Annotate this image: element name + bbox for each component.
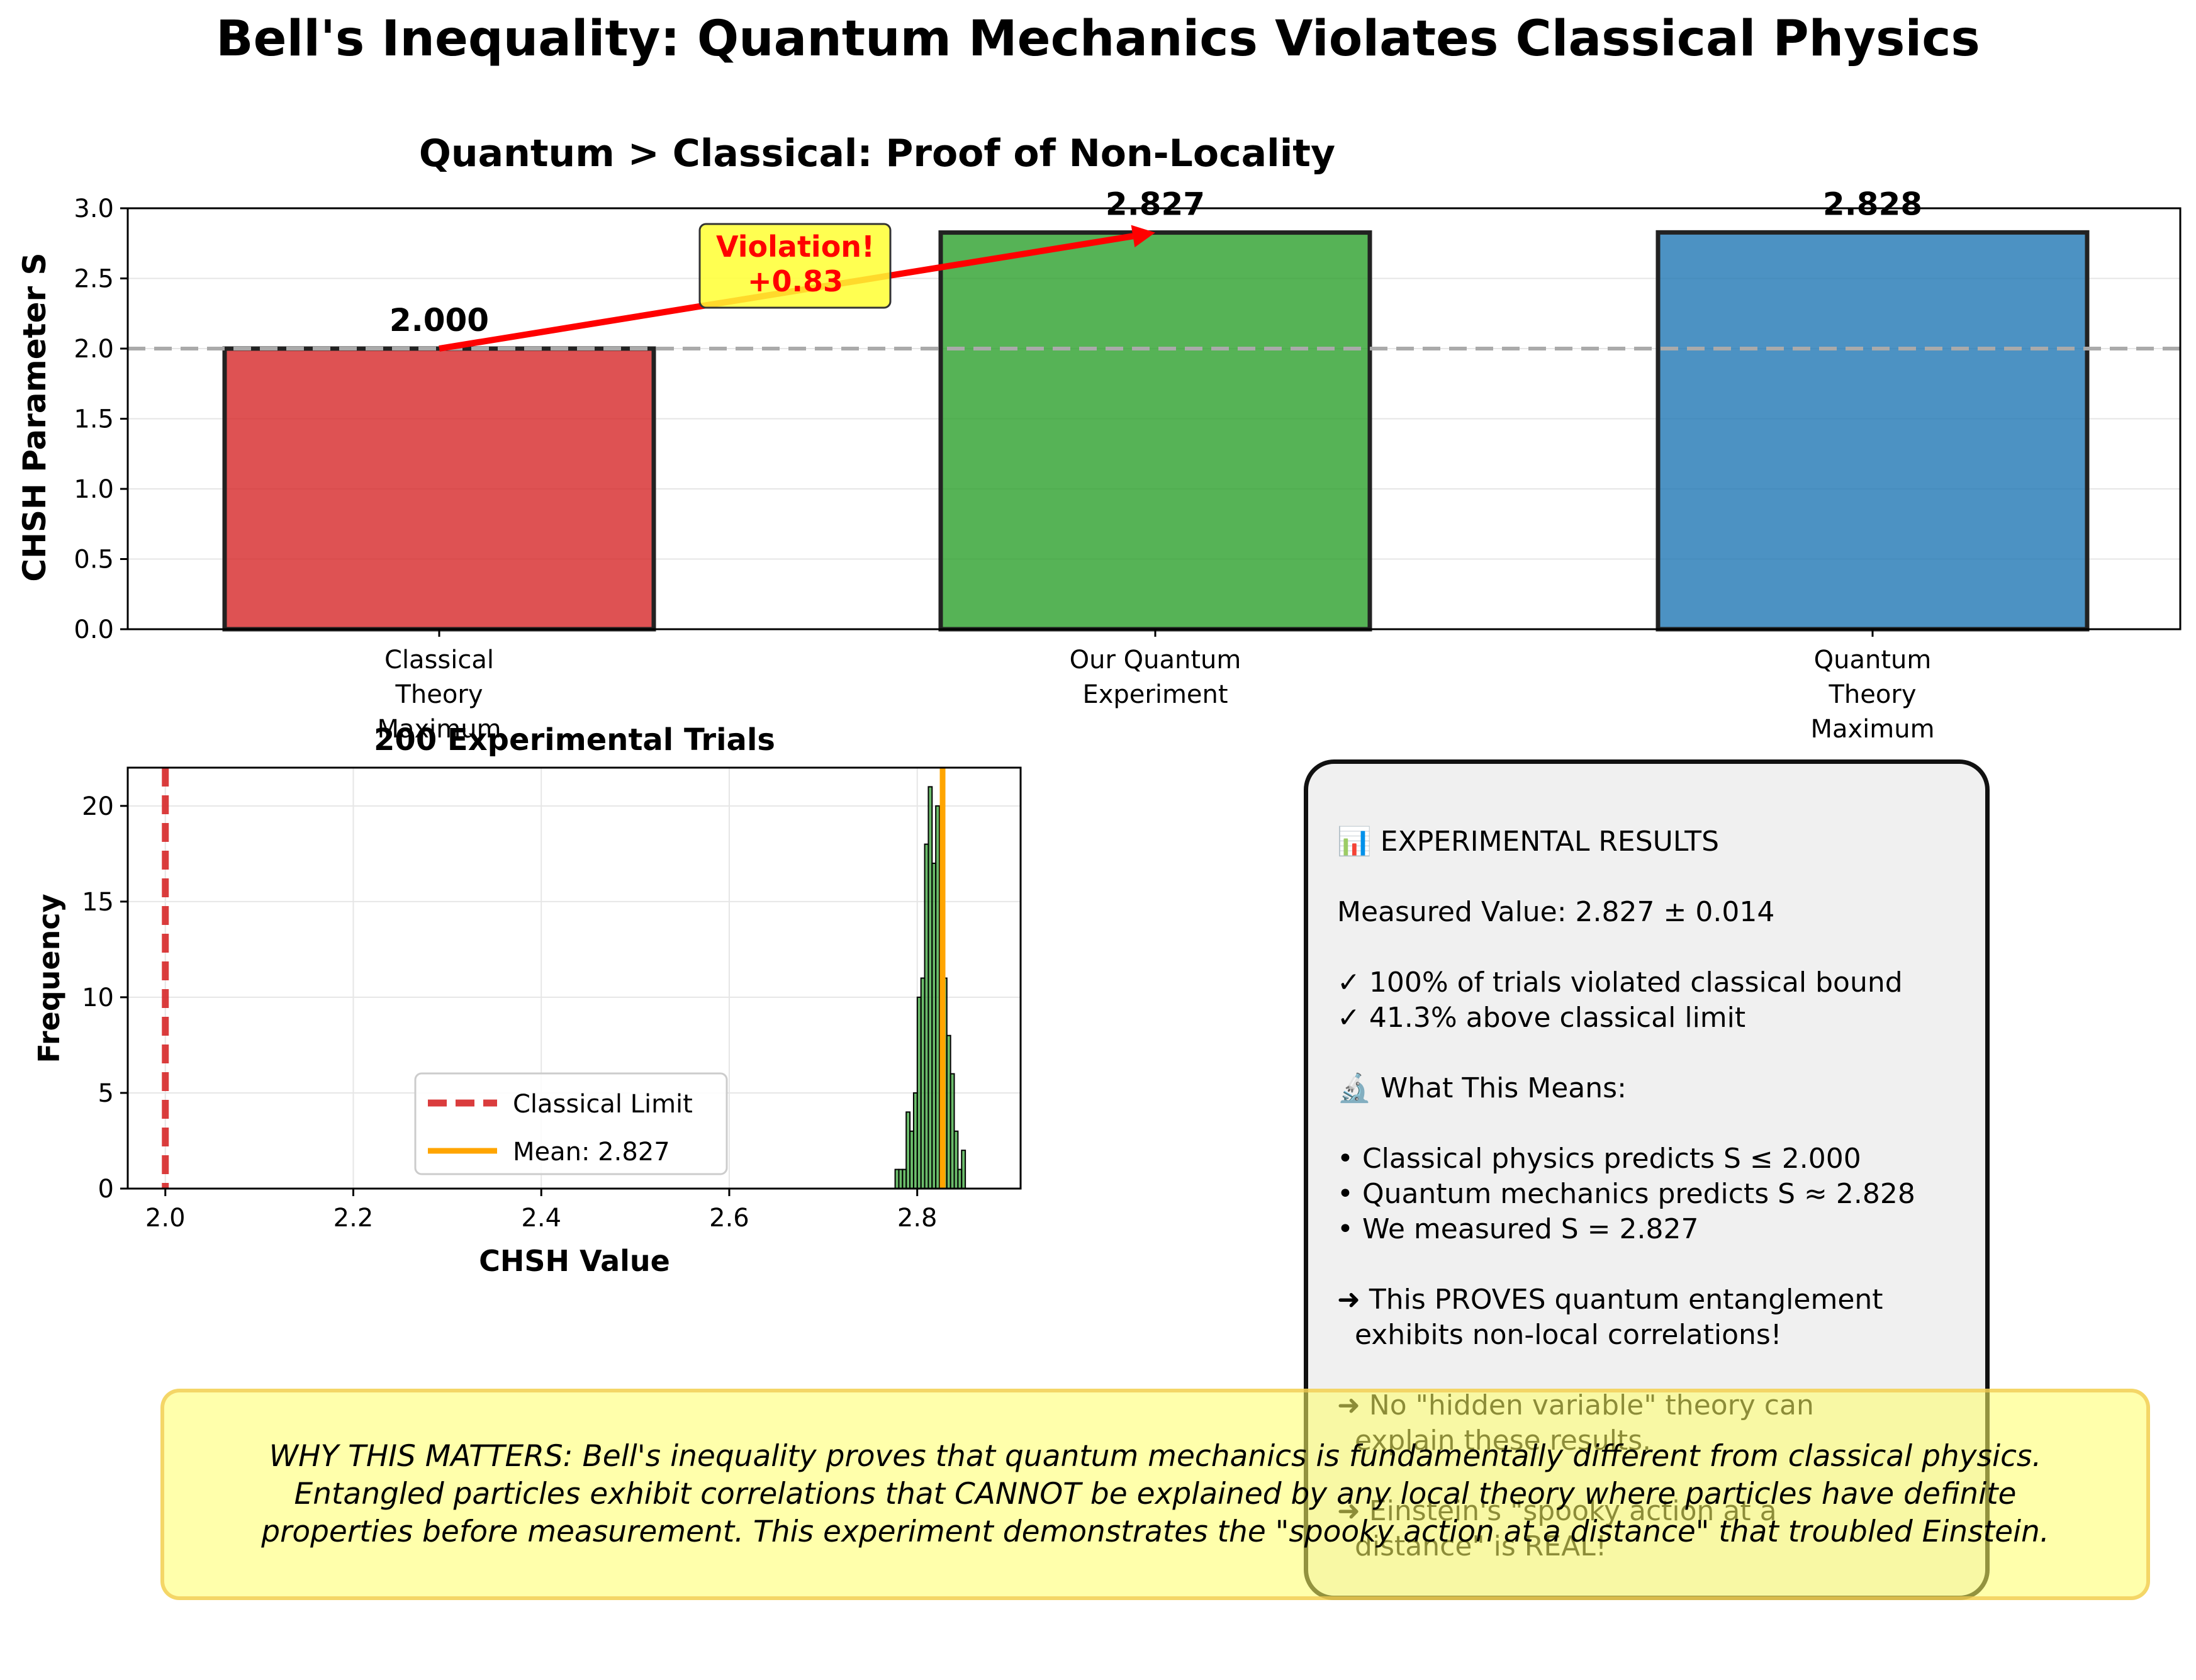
bar-x-tick-label: Our Quantum: [1070, 646, 1241, 675]
results-spacer: [1337, 860, 1960, 895]
histogram-y-tick-label: 20: [82, 792, 114, 821]
violation-arrow-head: [1131, 225, 1155, 248]
bar-y-tick-label: 3.0: [74, 194, 114, 223]
results-line: • Classical physics predicts S ≤ 2.000: [1337, 1143, 1861, 1175]
results-line: ➜ This PROVES quantum entanglement: [1337, 1284, 1883, 1316]
bar-value-label: 2.827: [1106, 186, 1205, 223]
bar-y-tick-label: 2.5: [74, 265, 114, 294]
histogram-title: 200 Experimental Trials: [374, 722, 775, 758]
bar-x-tick-label: Maximum: [377, 715, 501, 744]
histogram-y-tick-label: 5: [98, 1079, 114, 1108]
bar-chart: Quantum > Classical: Proof of Non-Locali…: [16, 132, 2182, 744]
violation-annotation-text: +0.83: [748, 264, 843, 298]
histogram-x-tick-label: 2.6: [709, 1204, 749, 1233]
histogram-x-tick-label: 2.0: [145, 1204, 186, 1233]
bar-x-tick-label: Theory: [1829, 680, 1917, 709]
results-line: 📊 EXPERIMENTAL RESULTS: [1337, 826, 1720, 858]
violation-annotation-text: Violation!: [716, 230, 875, 264]
bar-y-tick-label: 2.0: [74, 335, 114, 364]
results-spacer: [1337, 1353, 1960, 1388]
results-line: ✓ 41.3% above classical limit: [1337, 1002, 1746, 1034]
bar-y-tick-label: 1.5: [74, 405, 114, 434]
bar-y-tick-label: 0.5: [74, 546, 114, 574]
histogram-chart: 200 Experimental Trials CHSH Value Frequ…: [32, 722, 1022, 1278]
why-this-matters-text: WHY THIS MATTERS: Bell's inequality prov…: [261, 1439, 2049, 1549]
bar-x-tick-label: Experiment: [1082, 680, 1228, 709]
results-line: 🔬 What This Means:: [1337, 1072, 1627, 1104]
bar-0: [222, 346, 656, 632]
results-spacer: [1337, 930, 1960, 965]
results-line: Measured Value: 2.827 ± 0.014: [1337, 896, 1775, 928]
legend-mean-label: Mean: 2.827: [513, 1138, 670, 1167]
histogram-y-axis-label: Frequency: [32, 893, 66, 1063]
results-line: • We measured S = 2.827: [1337, 1213, 1699, 1245]
results-spacer: [1337, 1036, 1960, 1071]
bar-value-label: 2.000: [389, 302, 489, 339]
results-spacer: [1337, 1106, 1960, 1141]
results-spacer: [1337, 1247, 1960, 1282]
bar-value-label: 2.828: [1823, 186, 1922, 222]
bar-1: [938, 230, 1372, 632]
histogram-x-tick-label: 2.4: [521, 1204, 561, 1233]
histogram-x-axis-label: CHSH Value: [479, 1244, 670, 1278]
histogram-x-tick-label: 2.8: [897, 1204, 938, 1233]
bar-x-tick-label: Maximum: [1810, 715, 1934, 744]
histogram-y-tick-label: 0: [98, 1175, 114, 1204]
histogram-y-tick-label: 15: [82, 888, 114, 917]
bar-x-tick-label: Classical: [384, 646, 494, 675]
why-this-matters-panel: WHY THIS MATTERS: Bell's inequality prov…: [160, 1389, 2150, 1600]
results-line: exhibits non-local correlations!: [1337, 1319, 1782, 1351]
results-line: • Quantum mechanics predicts S ≈ 2.828: [1337, 1178, 1915, 1210]
bar-x-tick-label: Quantum: [1814, 646, 1932, 675]
violation-annotation-box: [698, 223, 892, 309]
figure-title: Bell's Inequality: Quantum Mechanics Vio…: [216, 11, 1980, 67]
results-line: ✓ 100% of trials violated classical boun…: [1337, 966, 1903, 999]
histogram-y-tick-label: 10: [82, 983, 114, 1012]
histogram-frame: [126, 766, 1022, 1190]
bar-2: [1655, 230, 2090, 632]
bar-chart-title: Quantum > Classical: Proof of Non-Locali…: [419, 132, 1335, 176]
bar-y-tick-label: 0.0: [74, 615, 114, 644]
bar-x-tick-label: Theory: [395, 680, 483, 709]
histogram-bin: [961, 1150, 966, 1189]
histogram-x-tick-label: 2.2: [333, 1204, 374, 1233]
bar-chart-y-axis-label: CHSH Parameter S: [16, 252, 53, 581]
bar-y-tick-label: 1.0: [74, 475, 114, 504]
legend-classical-limit-label: Classical Limit: [513, 1090, 693, 1119]
